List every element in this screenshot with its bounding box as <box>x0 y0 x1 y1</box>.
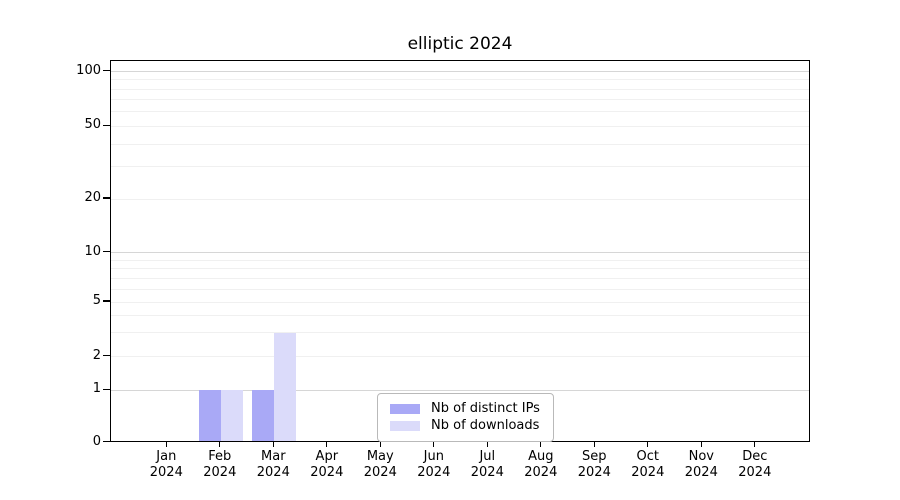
gridline-minor <box>111 88 809 90</box>
x-tick-month: Jul <box>479 448 496 464</box>
x-tick-mark <box>272 441 274 447</box>
legend-label: Nb of distinct IPs <box>431 401 540 416</box>
y-tick-mark <box>103 124 110 126</box>
bar-distinct-ips-mar <box>252 390 275 442</box>
gridline-minor <box>111 356 809 358</box>
gridline-minor <box>111 198 809 200</box>
y-tick-mark <box>103 197 110 199</box>
gridline-minor <box>111 259 809 261</box>
legend-item: Nb of distinct IPs <box>390 400 543 417</box>
y-tick-mark <box>103 70 110 72</box>
x-tick-month: Mar <box>261 448 286 464</box>
x-tick-month: Apr <box>315 448 339 464</box>
y-tick-label: 5 <box>92 293 101 308</box>
y-tick-mark <box>103 300 110 302</box>
x-tick-year: 2024 <box>631 464 665 480</box>
x-tick-month: Jun <box>423 448 444 464</box>
gridline-minor <box>111 111 809 113</box>
legend-swatch-downloads <box>390 420 420 431</box>
x-tick-label: Aug 2024 <box>511 449 571 481</box>
x-tick-label: Jun 2024 <box>404 449 464 481</box>
x-tick-month: Aug <box>528 448 554 464</box>
gridline-minor <box>111 268 809 270</box>
x-tick-label: May 2024 <box>350 449 410 481</box>
legend-item: Nb of downloads <box>390 417 543 434</box>
gridline-major <box>111 71 809 73</box>
x-tick-label: Feb 2024 <box>190 449 250 481</box>
y-tick-label: 50 <box>84 117 101 133</box>
gridline-minor <box>111 288 809 290</box>
x-tick-year: 2024 <box>738 464 772 480</box>
legend: Nb of distinct IPs Nb of downloads <box>377 393 554 442</box>
x-tick-mark <box>219 441 221 447</box>
x-tick-year: 2024 <box>256 464 290 480</box>
y-tick-label: 20 <box>84 190 101 205</box>
x-tick-mark <box>326 441 328 447</box>
legend-label: Nb of downloads <box>431 418 540 433</box>
x-tick-year: 2024 <box>310 464 344 480</box>
gridline-minor <box>111 79 809 81</box>
bar-downloads-feb <box>220 390 243 442</box>
chart-title: elliptic 2024 <box>407 34 513 54</box>
gridline-minor <box>111 301 809 303</box>
x-tick-mark <box>540 441 542 447</box>
x-tick-label: Jan 2024 <box>136 449 196 481</box>
x-tick-mark <box>379 441 381 447</box>
y-tick-mark <box>103 251 110 253</box>
legend-swatch-distinct-ips <box>390 403 420 414</box>
gridline-minor <box>111 314 809 316</box>
x-tick-month: Jan <box>156 448 177 464</box>
x-tick-month: May <box>366 448 394 464</box>
x-tick-label: Jul 2024 <box>457 449 517 481</box>
x-tick-month: Sep <box>582 448 607 464</box>
gridline-minor <box>111 166 809 168</box>
x-tick-mark <box>593 441 595 447</box>
x-tick-year: 2024 <box>203 464 237 480</box>
x-tick-mark <box>647 441 649 447</box>
x-tick-year: 2024 <box>417 464 451 480</box>
x-tick-label: Apr 2024 <box>297 449 357 481</box>
x-tick-mark <box>754 441 756 447</box>
plot-area <box>110 60 810 442</box>
x-tick-label: Oct 2024 <box>618 449 678 481</box>
x-tick-year: 2024 <box>470 464 504 480</box>
x-tick-label: Nov 2024 <box>671 449 731 481</box>
x-tick-mark <box>433 441 435 447</box>
y-tick-mark <box>103 440 110 443</box>
gridline-minor <box>111 143 809 145</box>
bar-distinct-ips-feb <box>198 390 221 442</box>
x-tick-month: Nov <box>688 448 714 464</box>
y-tick-label: 2 <box>92 347 101 363</box>
gridline-minor <box>111 125 809 127</box>
gridline-minor <box>111 99 809 101</box>
x-tick-label: Dec 2024 <box>725 449 785 481</box>
y-tick-label: 1 <box>92 381 101 397</box>
y-tick-mark <box>103 355 110 357</box>
x-tick-month: Oct <box>636 448 660 464</box>
x-tick-year: 2024 <box>149 464 183 480</box>
x-tick-mark <box>486 441 488 447</box>
x-tick-label: Sep 2024 <box>564 449 624 481</box>
gridline-major <box>111 252 809 254</box>
y-tick-label: 0 <box>92 433 101 449</box>
gridline-minor <box>111 332 809 333</box>
gridline-major <box>111 389 809 391</box>
x-tick-month: Dec <box>742 448 768 464</box>
gridline-minor <box>111 277 809 279</box>
x-tick-year: 2024 <box>684 464 718 480</box>
x-tick-label: Mar 2024 <box>243 449 303 481</box>
x-tick-year: 2024 <box>363 464 397 480</box>
x-tick-year: 2024 <box>577 464 611 480</box>
x-tick-mark <box>165 441 167 447</box>
x-tick-mark <box>700 441 702 447</box>
x-tick-year: 2024 <box>524 464 558 480</box>
y-tick-label: 100 <box>76 62 101 78</box>
y-tick-mark <box>103 388 110 390</box>
x-tick-month: Feb <box>208 448 232 464</box>
y-tick-label: 10 <box>84 243 101 259</box>
bar-downloads-mar <box>274 332 297 442</box>
